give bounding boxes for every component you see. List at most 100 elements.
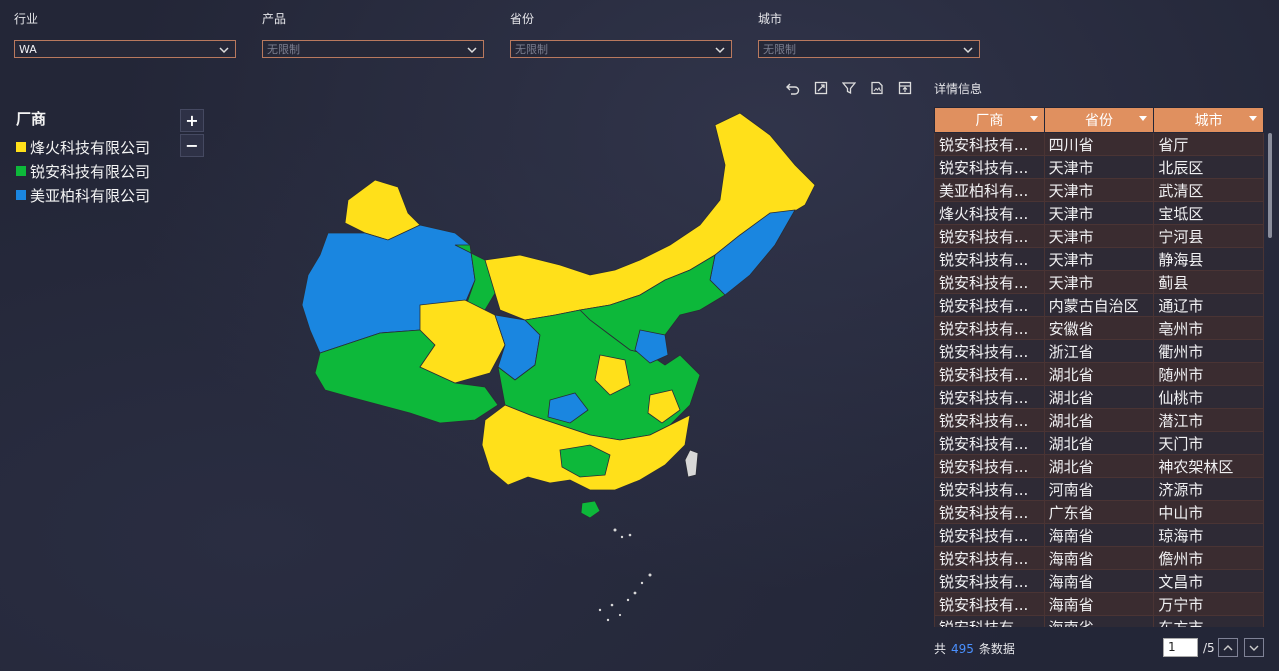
footer-prefix: 共 bbox=[934, 642, 947, 656]
map-region[interactable] bbox=[314, 329, 499, 424]
sort-caret-icon[interactable] bbox=[1029, 116, 1038, 121]
table-row[interactable]: 锐安科技有... 浙江省 衢州市 bbox=[934, 339, 1264, 363]
cell-vendor: 锐安科技有... bbox=[934, 270, 1045, 294]
china-map[interactable] bbox=[270, 105, 830, 625]
table-scrollbar[interactable] bbox=[1268, 133, 1272, 238]
column-header-vendor[interactable]: 厂商 bbox=[934, 107, 1045, 133]
table-row[interactable]: 锐安科技有... 海南省 文昌市 bbox=[934, 569, 1264, 593]
prev-page-button[interactable] bbox=[1218, 638, 1238, 657]
cell-province: 海南省 bbox=[1043, 546, 1155, 570]
legend-item-ruian[interactable]: 锐安科技有限公司 bbox=[16, 159, 150, 183]
industry-select[interactable]: WA bbox=[14, 40, 236, 58]
cell-province: 湖北省 bbox=[1043, 408, 1155, 432]
cell-vendor: 锐安科技有... bbox=[934, 385, 1045, 409]
fullscreen-icon[interactable] bbox=[812, 80, 830, 96]
legend-swatch bbox=[16, 190, 26, 200]
filter-province: 省份 无限制 bbox=[510, 10, 734, 58]
province-select[interactable]: 无限制 bbox=[510, 40, 732, 58]
cell-vendor: 锐安科技有... bbox=[934, 155, 1045, 179]
table-row[interactable]: 锐安科技有... 湖北省 仙桃市 bbox=[934, 385, 1264, 409]
cell-city: 省厅 bbox=[1153, 132, 1264, 156]
chevron-up-icon bbox=[1223, 644, 1233, 650]
sort-caret-icon[interactable] bbox=[1139, 116, 1148, 121]
cell-city: 武清区 bbox=[1153, 178, 1264, 202]
legend-label: 美亚柏科有限公司 bbox=[30, 186, 151, 205]
table-row[interactable]: 锐安科技有... 湖北省 天门市 bbox=[934, 431, 1264, 455]
table-row[interactable]: 锐安科技有... 内蒙古自治区 通辽市 bbox=[934, 293, 1264, 317]
select-value: WA bbox=[19, 43, 37, 56]
table-row[interactable]: 锐安科技有... 海南省 万宁市 bbox=[934, 592, 1264, 616]
table-row[interactable]: 锐安科技有... 湖北省 神农架林区 bbox=[934, 454, 1264, 478]
map-legend: 厂商 烽火科技有限公司 锐安科技有限公司 美亚柏科有限公司 bbox=[16, 108, 150, 207]
cell-city: 潜江市 bbox=[1153, 408, 1264, 432]
filter-icon[interactable] bbox=[840, 80, 858, 96]
cell-vendor: 锐安科技有... bbox=[934, 500, 1045, 524]
cell-city: 万宁市 bbox=[1153, 592, 1264, 616]
cell-province: 湖北省 bbox=[1043, 362, 1155, 386]
next-page-button[interactable] bbox=[1244, 638, 1264, 657]
product-select[interactable]: 无限制 bbox=[262, 40, 484, 58]
map-region[interactable] bbox=[547, 392, 589, 424]
map-region[interactable] bbox=[647, 389, 681, 424]
chevron-down-icon bbox=[963, 47, 973, 54]
chevron-down-icon bbox=[715, 47, 725, 54]
table-row[interactable]: 锐安科技有... 广东省 中山市 bbox=[934, 500, 1264, 524]
export-image-icon[interactable] bbox=[868, 80, 886, 96]
table-row[interactable]: 锐安科技有... 湖北省 随州市 bbox=[934, 362, 1264, 386]
legend-item-fiberhome[interactable]: 烽火科技有限公司 bbox=[16, 135, 150, 159]
table-row[interactable]: 锐安科技有... 海南省 琼海市 bbox=[934, 523, 1264, 547]
cell-province: 四川省 bbox=[1043, 132, 1155, 156]
table-row[interactable]: 锐安科技有... 安徽省 亳州市 bbox=[934, 316, 1264, 340]
table-row[interactable]: 美亚柏科有... 天津市 武清区 bbox=[934, 178, 1264, 202]
table-row[interactable]: 锐安科技有...海南省东方市 bbox=[934, 615, 1264, 627]
cell-vendor: 锐安科技有... bbox=[934, 316, 1045, 340]
table-row[interactable]: 锐安科技有... 海南省 儋州市 bbox=[934, 546, 1264, 570]
undo-icon[interactable] bbox=[784, 80, 802, 96]
table-row[interactable]: 锐安科技有... 河南省 济源市 bbox=[934, 477, 1264, 501]
table-row[interactable]: 锐安科技有... 天津市 蓟县 bbox=[934, 270, 1264, 294]
table-footer: 共 495 条数据 bbox=[934, 640, 1015, 657]
zoom-in-button[interactable]: + bbox=[180, 109, 204, 132]
detail-table: 厂商 省份 城市 锐安科技有... 四川省 省厅 锐安科技有... 天津市 北辰区 美亚柏科… bbox=[934, 107, 1266, 627]
cell-vendor: 锐安科技有... bbox=[934, 454, 1045, 478]
table-row[interactable]: 锐安科技有... 天津市 宁河县 bbox=[934, 224, 1264, 248]
table-row[interactable]: 锐安科技有... 四川省 省厅 bbox=[934, 132, 1264, 156]
table-row[interactable]: 锐安科技有... 天津市 北辰区 bbox=[934, 155, 1264, 179]
map-region[interactable] bbox=[559, 444, 611, 478]
cell-province: 天津市 bbox=[1043, 270, 1155, 294]
page-total: /5 bbox=[1203, 641, 1215, 655]
filter-label: 行业 bbox=[14, 12, 39, 26]
sort-caret-icon[interactable] bbox=[1249, 116, 1257, 121]
column-header-label: 省份 bbox=[1084, 113, 1113, 129]
column-header-province[interactable]: 省份 bbox=[1043, 107, 1155, 133]
cell-vendor: 锐安科技有... bbox=[934, 247, 1045, 271]
zoom-out-button[interactable]: − bbox=[180, 134, 204, 157]
cell-city: 随州市 bbox=[1153, 362, 1264, 386]
city-select[interactable]: 无限制 bbox=[758, 40, 980, 58]
cell-province: 天津市 bbox=[1043, 155, 1155, 179]
map-region[interactable] bbox=[634, 329, 669, 364]
page-number-input[interactable]: 1 bbox=[1163, 638, 1198, 657]
cell-city: 东方市 bbox=[1153, 615, 1264, 627]
cell-province: 广东省 bbox=[1043, 500, 1155, 524]
export-data-icon[interactable] bbox=[896, 80, 914, 96]
map-region[interactable] bbox=[594, 354, 631, 396]
cell-province: 湖北省 bbox=[1043, 431, 1155, 455]
cell-city: 琼海市 bbox=[1153, 523, 1264, 547]
footer-suffix: 条数据 bbox=[978, 642, 1015, 656]
cell-vendor: 烽火科技有... bbox=[934, 201, 1045, 225]
table-row[interactable]: 锐安科技有... 天津市 静海县 bbox=[934, 247, 1264, 271]
table-row[interactable]: 烽火科技有... 天津市 宝坻区 bbox=[934, 201, 1264, 225]
legend-item-meiya[interactable]: 美亚柏科有限公司 bbox=[16, 183, 150, 207]
cell-province: 天津市 bbox=[1043, 247, 1155, 271]
cell-vendor: 锐安科技有... bbox=[934, 592, 1045, 616]
table-row[interactable]: 锐安科技有... 湖北省 潜江市 bbox=[934, 408, 1264, 432]
map-region[interactable] bbox=[419, 299, 506, 384]
map-region[interactable] bbox=[684, 449, 699, 478]
filter-industry: 行业 WA bbox=[14, 10, 238, 58]
cell-province: 安徽省 bbox=[1043, 316, 1155, 340]
select-placeholder: 无限制 bbox=[267, 43, 300, 56]
cell-province: 海南省 bbox=[1043, 615, 1155, 627]
column-header-city[interactable]: 城市 bbox=[1153, 107, 1264, 133]
map-region[interactable] bbox=[580, 500, 601, 519]
